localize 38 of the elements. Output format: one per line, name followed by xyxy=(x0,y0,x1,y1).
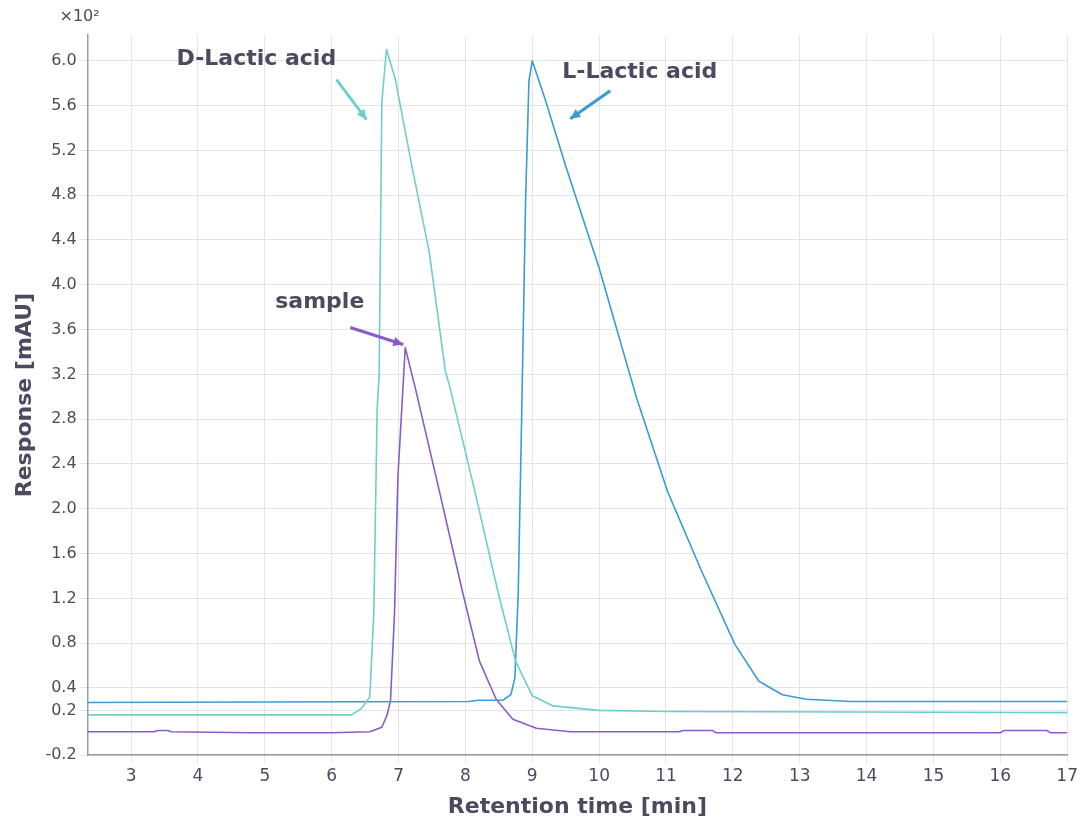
text: ×10² xyxy=(59,6,100,26)
x-tick-label: 11 xyxy=(655,764,677,785)
y-tick-label: 4.4 xyxy=(51,229,77,249)
y-tick-label: 5.6 xyxy=(51,94,77,114)
x-tick-label: 13 xyxy=(788,764,811,785)
y-tick-label: 3.6 xyxy=(51,318,77,338)
y-axis-title: Response [mAU] xyxy=(10,292,36,498)
y-tick-label: 0.4 xyxy=(51,677,77,697)
text: sample xyxy=(275,288,365,314)
y-tick-label: 2.8 xyxy=(51,408,77,428)
x-tick-label: 6 xyxy=(326,764,338,785)
x-tick-label: 12 xyxy=(722,764,744,785)
x-tick-label: 17 xyxy=(1056,764,1078,785)
text: D-Lactic acid xyxy=(176,45,337,71)
y-tick-label: -0.2 xyxy=(45,744,77,764)
y-tick-label: 4.0 xyxy=(51,273,77,293)
x-tick-label: 10 xyxy=(588,764,610,785)
y-tick-label: 3.2 xyxy=(51,363,77,383)
x-tick-label: 15 xyxy=(922,764,945,785)
y-tick-label: 0.2 xyxy=(51,699,77,719)
y-tick-label: 2.4 xyxy=(51,453,77,473)
y-tick-label: 1.2 xyxy=(51,587,77,607)
x-tick-label: 7 xyxy=(393,764,404,785)
x-tick-label: 4 xyxy=(192,764,204,785)
x-axis-title: Retention time [min] xyxy=(447,792,708,818)
series-label: L-Lactic acid xyxy=(562,58,718,84)
y-tick-label: 1.6 xyxy=(51,542,77,562)
y-tick-label: 4.8 xyxy=(51,184,77,204)
x-tick-label: 8 xyxy=(459,764,471,785)
y-tick-label: 0.8 xyxy=(51,632,77,652)
y-tick-label: 5.2 xyxy=(51,139,77,159)
x-tick-label: 14 xyxy=(855,764,878,785)
x-tick-label: 3 xyxy=(125,764,137,785)
x-tick-label: 5 xyxy=(259,764,271,785)
x-tick-label: 9 xyxy=(526,764,538,785)
y-tick-label: 2.0 xyxy=(51,497,77,517)
y-tick-label: 6.0 xyxy=(51,49,77,69)
x-tick-label: 16 xyxy=(989,764,1012,785)
